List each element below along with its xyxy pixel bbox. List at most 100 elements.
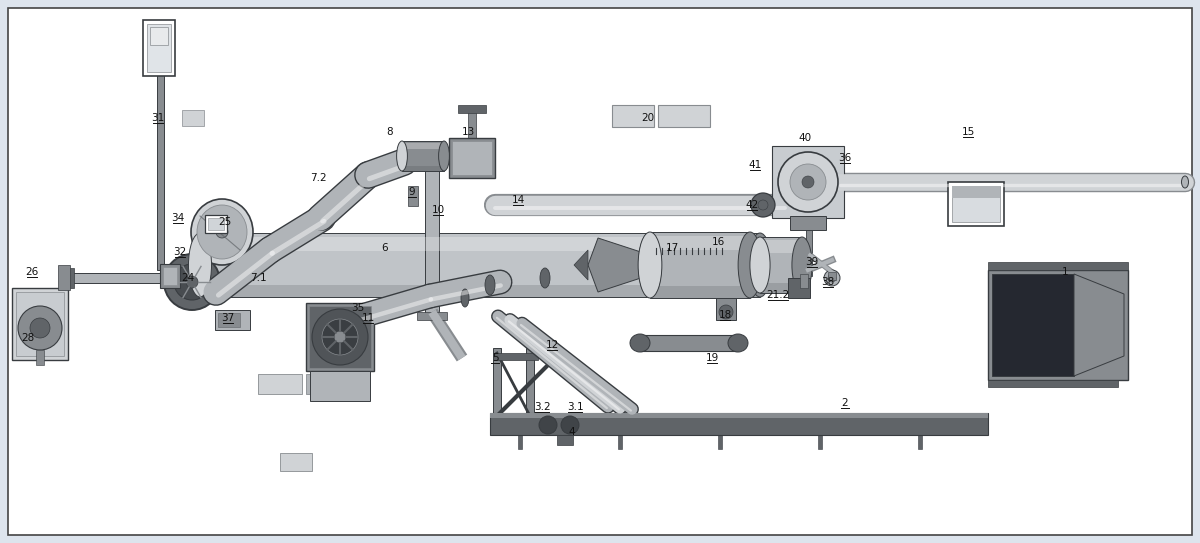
Bar <box>988 270 1128 380</box>
Bar <box>557 435 574 445</box>
Text: 36: 36 <box>839 153 852 163</box>
Bar <box>650 237 760 251</box>
Ellipse shape <box>638 233 661 297</box>
Ellipse shape <box>397 141 408 171</box>
Circle shape <box>802 176 814 188</box>
Bar <box>760 237 802 293</box>
Circle shape <box>30 318 50 338</box>
Bar <box>200 233 650 297</box>
Bar <box>650 286 750 298</box>
Bar <box>205 215 227 233</box>
Bar <box>952 186 1000 222</box>
Circle shape <box>186 276 198 288</box>
Bar <box>215 310 250 330</box>
Text: 17: 17 <box>665 243 679 253</box>
Text: 35: 35 <box>352 303 365 313</box>
Bar <box>760 241 802 252</box>
Bar <box>658 105 710 127</box>
Text: 32: 32 <box>173 247 187 257</box>
Text: 28: 28 <box>22 333 35 343</box>
Text: 8: 8 <box>386 127 394 137</box>
Bar <box>16 292 64 356</box>
Ellipse shape <box>540 268 550 288</box>
Circle shape <box>164 254 220 310</box>
Ellipse shape <box>630 334 650 352</box>
Bar <box>493 353 538 360</box>
Circle shape <box>562 416 580 434</box>
Text: 4: 4 <box>569 427 575 437</box>
Bar <box>640 335 738 351</box>
Bar <box>449 138 496 178</box>
Text: 3.1: 3.1 <box>566 402 583 412</box>
Text: 15: 15 <box>961 127 974 137</box>
Bar <box>918 435 922 449</box>
Text: 39: 39 <box>805 257 818 267</box>
Text: 40: 40 <box>798 133 811 143</box>
Circle shape <box>824 270 840 286</box>
Text: 14: 14 <box>511 195 524 205</box>
Bar <box>518 435 522 449</box>
Bar <box>818 435 822 449</box>
Text: 11: 11 <box>361 313 374 323</box>
Circle shape <box>174 264 210 300</box>
Polygon shape <box>588 238 650 292</box>
Bar <box>800 274 808 288</box>
Bar <box>788 278 810 298</box>
Circle shape <box>751 193 775 217</box>
Bar <box>218 313 240 327</box>
Text: 7.1: 7.1 <box>250 273 266 283</box>
Text: 20: 20 <box>642 113 654 123</box>
Bar <box>526 348 534 416</box>
Circle shape <box>828 274 836 282</box>
Bar <box>618 435 622 449</box>
Bar <box>650 232 750 298</box>
Text: 18: 18 <box>719 310 732 320</box>
Bar <box>650 236 750 250</box>
Bar <box>36 350 44 365</box>
Bar <box>402 143 444 149</box>
Bar <box>157 20 164 270</box>
Text: 12: 12 <box>545 340 559 350</box>
Ellipse shape <box>485 275 496 295</box>
Circle shape <box>310 206 334 230</box>
Polygon shape <box>574 250 588 280</box>
Ellipse shape <box>749 233 772 297</box>
Bar <box>490 413 988 435</box>
Bar <box>208 218 224 230</box>
Bar <box>408 186 418 206</box>
Bar <box>418 150 448 160</box>
Text: 7.2: 7.2 <box>310 173 326 183</box>
Bar <box>58 265 70 290</box>
Text: 2: 2 <box>841 398 848 408</box>
Text: 26: 26 <box>25 267 38 277</box>
Ellipse shape <box>439 141 450 171</box>
Text: 3.2: 3.2 <box>534 402 551 412</box>
Circle shape <box>216 226 228 238</box>
Text: 24: 24 <box>181 273 194 283</box>
Bar <box>948 182 1004 226</box>
Bar <box>200 237 650 251</box>
Text: 16: 16 <box>712 237 725 247</box>
Circle shape <box>719 305 733 319</box>
Bar <box>402 141 444 171</box>
Bar <box>493 348 502 416</box>
Bar <box>310 306 371 368</box>
Ellipse shape <box>638 232 662 298</box>
Text: 9: 9 <box>409 187 415 197</box>
Polygon shape <box>1074 274 1124 376</box>
Circle shape <box>322 319 358 355</box>
Text: 10: 10 <box>432 205 444 215</box>
Bar <box>200 286 650 297</box>
Bar <box>258 374 302 394</box>
Bar <box>458 105 486 113</box>
Bar <box>650 233 760 297</box>
Bar <box>452 141 492 175</box>
Circle shape <box>790 164 826 200</box>
Bar <box>280 453 312 471</box>
Text: 13: 13 <box>461 127 475 137</box>
Bar <box>790 216 826 230</box>
Text: 42: 42 <box>745 200 758 210</box>
Bar <box>310 371 370 401</box>
Text: 34: 34 <box>172 213 185 223</box>
Text: 1: 1 <box>1062 267 1068 277</box>
